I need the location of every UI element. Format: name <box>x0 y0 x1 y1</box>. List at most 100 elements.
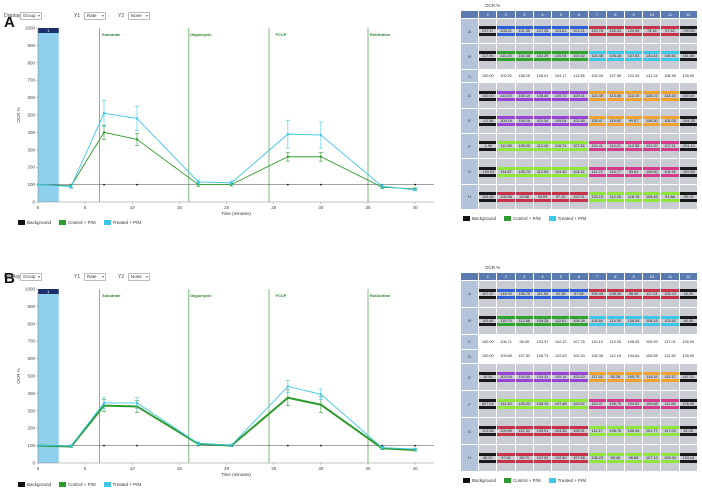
well-cell[interactable]: 101.96 <box>514 17 534 45</box>
data-point[interactable] <box>103 183 105 186</box>
column-header[interactable]: 8 <box>605 272 625 281</box>
well-cell[interactable]: 187.31 <box>678 363 699 392</box>
well-cell[interactable]: 100.00 <box>478 82 498 109</box>
data-point[interactable] <box>380 446 384 449</box>
legend-item[interactable]: Control + P/M <box>504 478 541 483</box>
well-cell[interactable]: 105.98 <box>496 183 516 211</box>
well-cell[interactable]: 109.11 <box>569 82 589 109</box>
well-cell[interactable]: 113.15 <box>660 82 680 109</box>
well-cell[interactable]: 101.85 <box>569 107 589 135</box>
row-header[interactable]: E <box>459 107 480 135</box>
well-cell[interactable]: 107.12 <box>642 443 662 473</box>
well-cell[interactable]: 108.75 <box>605 417 625 445</box>
data-point[interactable] <box>69 444 73 448</box>
well-cell[interactable]: 114.05 <box>605 306 625 335</box>
well-cell[interactable]: 98.70 <box>514 443 534 473</box>
y2-select[interactable]: None ▾ <box>128 12 150 20</box>
well-cell[interactable]: 111.59 <box>532 280 553 308</box>
well-cell[interactable]: 123.08 <box>478 417 498 445</box>
well-cell[interactable]: 97.91 <box>496 443 516 473</box>
well-cell[interactable]: 85.45 <box>678 306 699 335</box>
well-cell[interactable]: 91.88 <box>660 183 680 211</box>
column-header[interactable]: 4 <box>532 272 553 281</box>
well-cell[interactable]: 104.17 <box>551 68 571 84</box>
well-cell[interactable]: 125.47 <box>587 107 607 135</box>
well-cell[interactable]: 100.42 <box>569 43 589 70</box>
well-cell[interactable]: 105.23 <box>660 280 680 308</box>
well-cell[interactable]: 124.65 <box>623 17 644 45</box>
data-point[interactable] <box>136 183 138 186</box>
legend-item[interactable]: Treated + P/M <box>548 216 586 221</box>
well-cell[interactable]: 100.00 <box>678 348 699 365</box>
data-point[interactable] <box>197 180 200 184</box>
well-cell[interactable]: 109.91 <box>532 417 553 445</box>
well-cell[interactable]: 109.22 <box>514 390 534 419</box>
well-cell[interactable]: 114.15 <box>642 363 662 392</box>
data-point[interactable] <box>380 185 384 188</box>
well-cell[interactable]: 108.01 <box>532 68 553 84</box>
well-cell[interactable]: 61.15 <box>678 417 699 445</box>
well-cell[interactable]: 106.19 <box>514 82 534 109</box>
well-cell[interactable]: 106.18 <box>605 43 625 70</box>
well-cell[interactable]: 110.10 <box>587 333 607 350</box>
legend-item[interactable]: Background <box>463 216 496 221</box>
legend-item[interactable]: Treated + P/M <box>103 482 141 487</box>
well-cell[interactable]: 113.99 <box>532 158 553 185</box>
column-header[interactable]: 5 <box>551 10 571 19</box>
well-cell[interactable]: 99.69 <box>532 183 553 211</box>
row-header[interactable]: D <box>459 82 480 109</box>
data-point[interactable] <box>319 403 323 406</box>
well-cell[interactable]: 93.58 <box>514 183 534 211</box>
well-cell[interactable]: 117.42 <box>587 363 607 392</box>
well-cell[interactable]: 111.39 <box>496 390 516 419</box>
well-cell[interactable]: 113.96 <box>569 68 589 84</box>
well-cell[interactable]: 113.45 <box>587 82 607 109</box>
well-cell[interactable]: 107.52 <box>514 348 534 365</box>
well-cell[interactable]: 104.31 <box>532 363 553 392</box>
well-cell[interactable]: -159.80 <box>678 158 699 185</box>
y2-select[interactable]: None ▾ <box>128 273 150 281</box>
well-cell[interactable]: 116.71 <box>551 133 571 160</box>
well-cell[interactable]: 103.54 <box>496 363 516 392</box>
well-cell[interactable]: 114.00 <box>496 280 516 308</box>
well-cell[interactable]: 119.62 <box>605 107 625 135</box>
well-cell[interactable]: 108.16 <box>514 107 534 135</box>
well-cell[interactable]: 108.16 <box>496 107 516 135</box>
baseline-marker[interactable] <box>38 289 59 294</box>
well-cell[interactable]: 83.81 <box>623 158 644 185</box>
y1-select[interactable]: Rate ▾ <box>84 273 106 281</box>
column-header[interactable]: 2 <box>496 10 516 19</box>
data-point[interactable] <box>286 132 290 136</box>
well-cell[interactable]: 115.12 <box>660 363 680 392</box>
well-cell[interactable]: 98.96 <box>623 280 644 308</box>
legend-item[interactable]: Background <box>463 478 496 483</box>
row-header[interactable]: D <box>459 348 480 365</box>
well-cell[interactable]: 109.05 <box>587 68 607 84</box>
well-cell[interactable]: 237.17 <box>478 17 498 45</box>
well-cell[interactable]: 112.55 <box>496 133 516 160</box>
well-cell[interactable]: -790.59 <box>678 17 699 45</box>
data-point[interactable] <box>413 447 417 451</box>
well-cell[interactable]: 86.57 <box>478 443 498 473</box>
display-select[interactable]: Group ▾ <box>20 12 42 20</box>
well-cell[interactable]: 112.19 <box>605 348 625 365</box>
data-point[interactable] <box>286 183 289 186</box>
well-cell[interactable]: 112.66 <box>514 306 534 335</box>
well-cell[interactable]: 115.79 <box>496 306 516 335</box>
well-cell[interactable]: 108.73 <box>532 348 553 365</box>
legend-item[interactable]: Treated + P/M <box>548 478 586 483</box>
well-cell[interactable]: 102.01 <box>569 183 589 211</box>
well-cell[interactable]: 104.26 <box>569 306 589 335</box>
well-cell[interactable]: -1.96 <box>478 133 498 160</box>
well-cell[interactable]: -12.36 <box>478 107 498 135</box>
well-cell[interactable]: 102.34 <box>569 348 589 365</box>
column-header[interactable]: 11 <box>660 10 680 19</box>
well-cell[interactable]: 107.02 <box>532 443 553 473</box>
data-point[interactable] <box>319 155 323 158</box>
well-cell[interactable]: 110.00 <box>496 82 516 109</box>
well-cell[interactable]: 121.20 <box>642 133 662 160</box>
data-point[interactable] <box>286 444 289 447</box>
well-cell[interactable]: -159.93 <box>478 158 498 185</box>
well-cell[interactable]: 193.80 <box>478 306 498 335</box>
well-cell[interactable]: 104.38 <box>514 43 534 70</box>
